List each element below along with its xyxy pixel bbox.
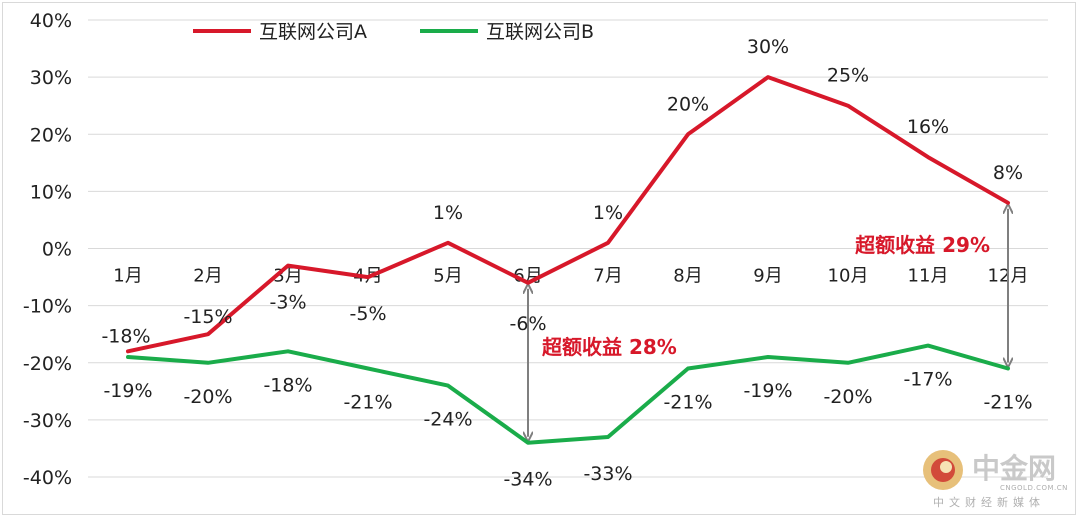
- legend: 互联网公司A 互联网公司B: [193, 21, 594, 43]
- series-lines: [126, 75, 1010, 445]
- y-axis: 40% 30% 20% 10% 0% -10% -20% -30% -40%: [23, 10, 72, 489]
- y-tick-label: 0%: [42, 239, 72, 261]
- data-label: -33%: [583, 463, 632, 485]
- data-label: -19%: [743, 380, 792, 402]
- x-tick-label: 9月: [753, 266, 782, 287]
- data-label: 1%: [593, 202, 623, 224]
- x-tick-label: 5月: [433, 266, 462, 287]
- data-label: -20%: [823, 386, 872, 408]
- watermark-domain: CNGOLD.COM.CN: [1000, 484, 1068, 492]
- data-label: -5%: [350, 303, 387, 325]
- excess-return-label: 超额收益 28%: [541, 335, 677, 359]
- x-tick-label: 7月: [593, 266, 622, 287]
- data-label: -15%: [183, 306, 232, 328]
- excess-return-arrows: [528, 209, 1008, 437]
- data-label: -6%: [510, 313, 547, 335]
- x-tick-label: 2月: [193, 266, 222, 287]
- data-label: 25%: [827, 65, 869, 87]
- legend-label: 互联网公司B: [486, 21, 594, 43]
- data-label: 8%: [993, 162, 1023, 184]
- data-label: -20%: [183, 386, 232, 408]
- y-tick-label: -40%: [23, 467, 72, 489]
- y-tick-label: -20%: [23, 353, 72, 375]
- data-labels: -18% -15% -3% -5% 1% -6% 1% 20% 30% 25% 16% 8% -19% -…: [101, 36, 1032, 491]
- y-tick-label: 40%: [30, 10, 72, 32]
- cngold-logo-icon: [923, 450, 963, 490]
- data-label: 20%: [667, 93, 709, 115]
- data-label: -18%: [101, 325, 150, 347]
- x-tick-label: 10月: [828, 266, 869, 287]
- y-tick-label: -10%: [23, 296, 72, 318]
- data-label: -24%: [423, 409, 472, 431]
- data-label: 30%: [747, 36, 789, 58]
- data-label: -34%: [503, 469, 552, 491]
- grid-lines: [88, 19, 1048, 478]
- data-label: -17%: [903, 369, 952, 391]
- series-line-a: [126, 75, 1010, 354]
- data-label: 16%: [907, 116, 949, 138]
- excess-return-label: 超额收益 29%: [854, 233, 990, 257]
- data-label: -18%: [263, 374, 312, 396]
- data-label: -21%: [343, 391, 392, 413]
- data-label: -21%: [983, 391, 1032, 413]
- y-tick-label: 30%: [30, 67, 72, 89]
- data-label: -3%: [270, 292, 307, 314]
- legend-label: 互联网公司A: [259, 21, 367, 43]
- x-tick-label: 8月: [673, 266, 702, 287]
- annotations: 超额收益 28% 超额收益 29%: [541, 233, 990, 359]
- y-tick-label: -30%: [23, 410, 72, 432]
- x-tick-label: 11月: [908, 266, 949, 287]
- watermark-tagline: 中文财经新媒体: [933, 495, 1045, 509]
- watermark: 中金网 CNGOLD.COM.CN 中文财经新媒体: [923, 450, 1068, 509]
- data-label: 1%: [433, 202, 463, 224]
- series-line-b: [126, 343, 1010, 445]
- x-tick-label: 1月: [113, 266, 142, 287]
- watermark-name: 中金网: [972, 452, 1056, 485]
- y-tick-label: 10%: [30, 181, 72, 203]
- data-label: -19%: [103, 380, 152, 402]
- x-axis: 1月 2月 3月 4月 5月 6月 7月 8月 9月 10月 11月 12月: [113, 266, 1028, 287]
- y-tick-label: 20%: [30, 124, 72, 146]
- data-label: -21%: [663, 391, 712, 413]
